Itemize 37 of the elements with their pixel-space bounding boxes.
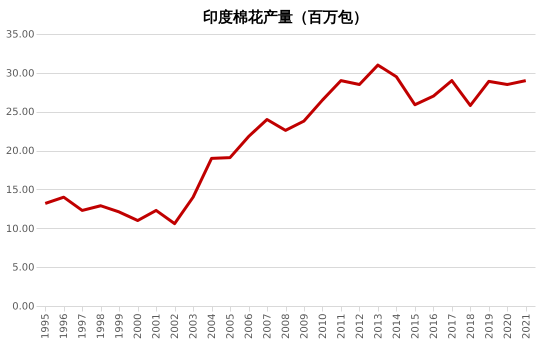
y-tick-label: 0.00: [12, 302, 34, 312]
chart-title: 印度棉花产量（百万包）: [203, 8, 368, 26]
x-tick-label: 2004: [207, 314, 218, 339]
x-tick-label: 1999: [114, 314, 126, 339]
x-tick-label: 2006: [244, 314, 256, 339]
x-tick-label: 2012: [354, 314, 366, 339]
x-tick-label: 2005: [226, 314, 237, 339]
y-tick-label: 5.00: [12, 262, 34, 274]
x-tick-label: 2019: [484, 314, 496, 339]
x-tick-label: 2007: [262, 314, 274, 339]
x-tick-label: 2000: [133, 314, 144, 339]
y-tick-label: 10.00: [6, 224, 34, 235]
y-tick-label: 20.00: [6, 146, 34, 158]
x-tick-label: 2003: [188, 314, 200, 339]
x-tick-label: 1995: [40, 314, 52, 339]
x-tick-label: 2020: [502, 314, 514, 339]
x-tick-label: 2014: [392, 314, 403, 339]
x-tick-label: 2017: [447, 314, 458, 339]
x-tick-label: 2011: [336, 314, 348, 339]
x-tick-label: 2015: [410, 314, 422, 339]
x-tick-label: 2008: [281, 314, 292, 339]
x-tick-label: 1998: [96, 314, 108, 339]
y-tick-label: 25.00: [6, 107, 34, 118]
x-tick-label: 2021: [521, 314, 532, 339]
y-tick-label: 30.00: [6, 68, 34, 80]
y-tick-label: 15.00: [6, 184, 34, 196]
x-tick-label: 2002: [170, 314, 182, 339]
x-tick-label: 1997: [78, 314, 89, 339]
line-series: [44, 64, 528, 226]
x-tick-label: 2018: [466, 314, 477, 339]
x-tick-label: 2013: [373, 314, 384, 339]
x-tick-label: 1996: [59, 314, 70, 339]
x-tick-label: 2001: [152, 314, 163, 339]
x-tick-label: 2016: [428, 314, 440, 339]
y-tick-label: 35.00: [6, 30, 34, 40]
x-tick-label: 2010: [318, 314, 329, 339]
x-tick-label: 2009: [299, 314, 310, 339]
